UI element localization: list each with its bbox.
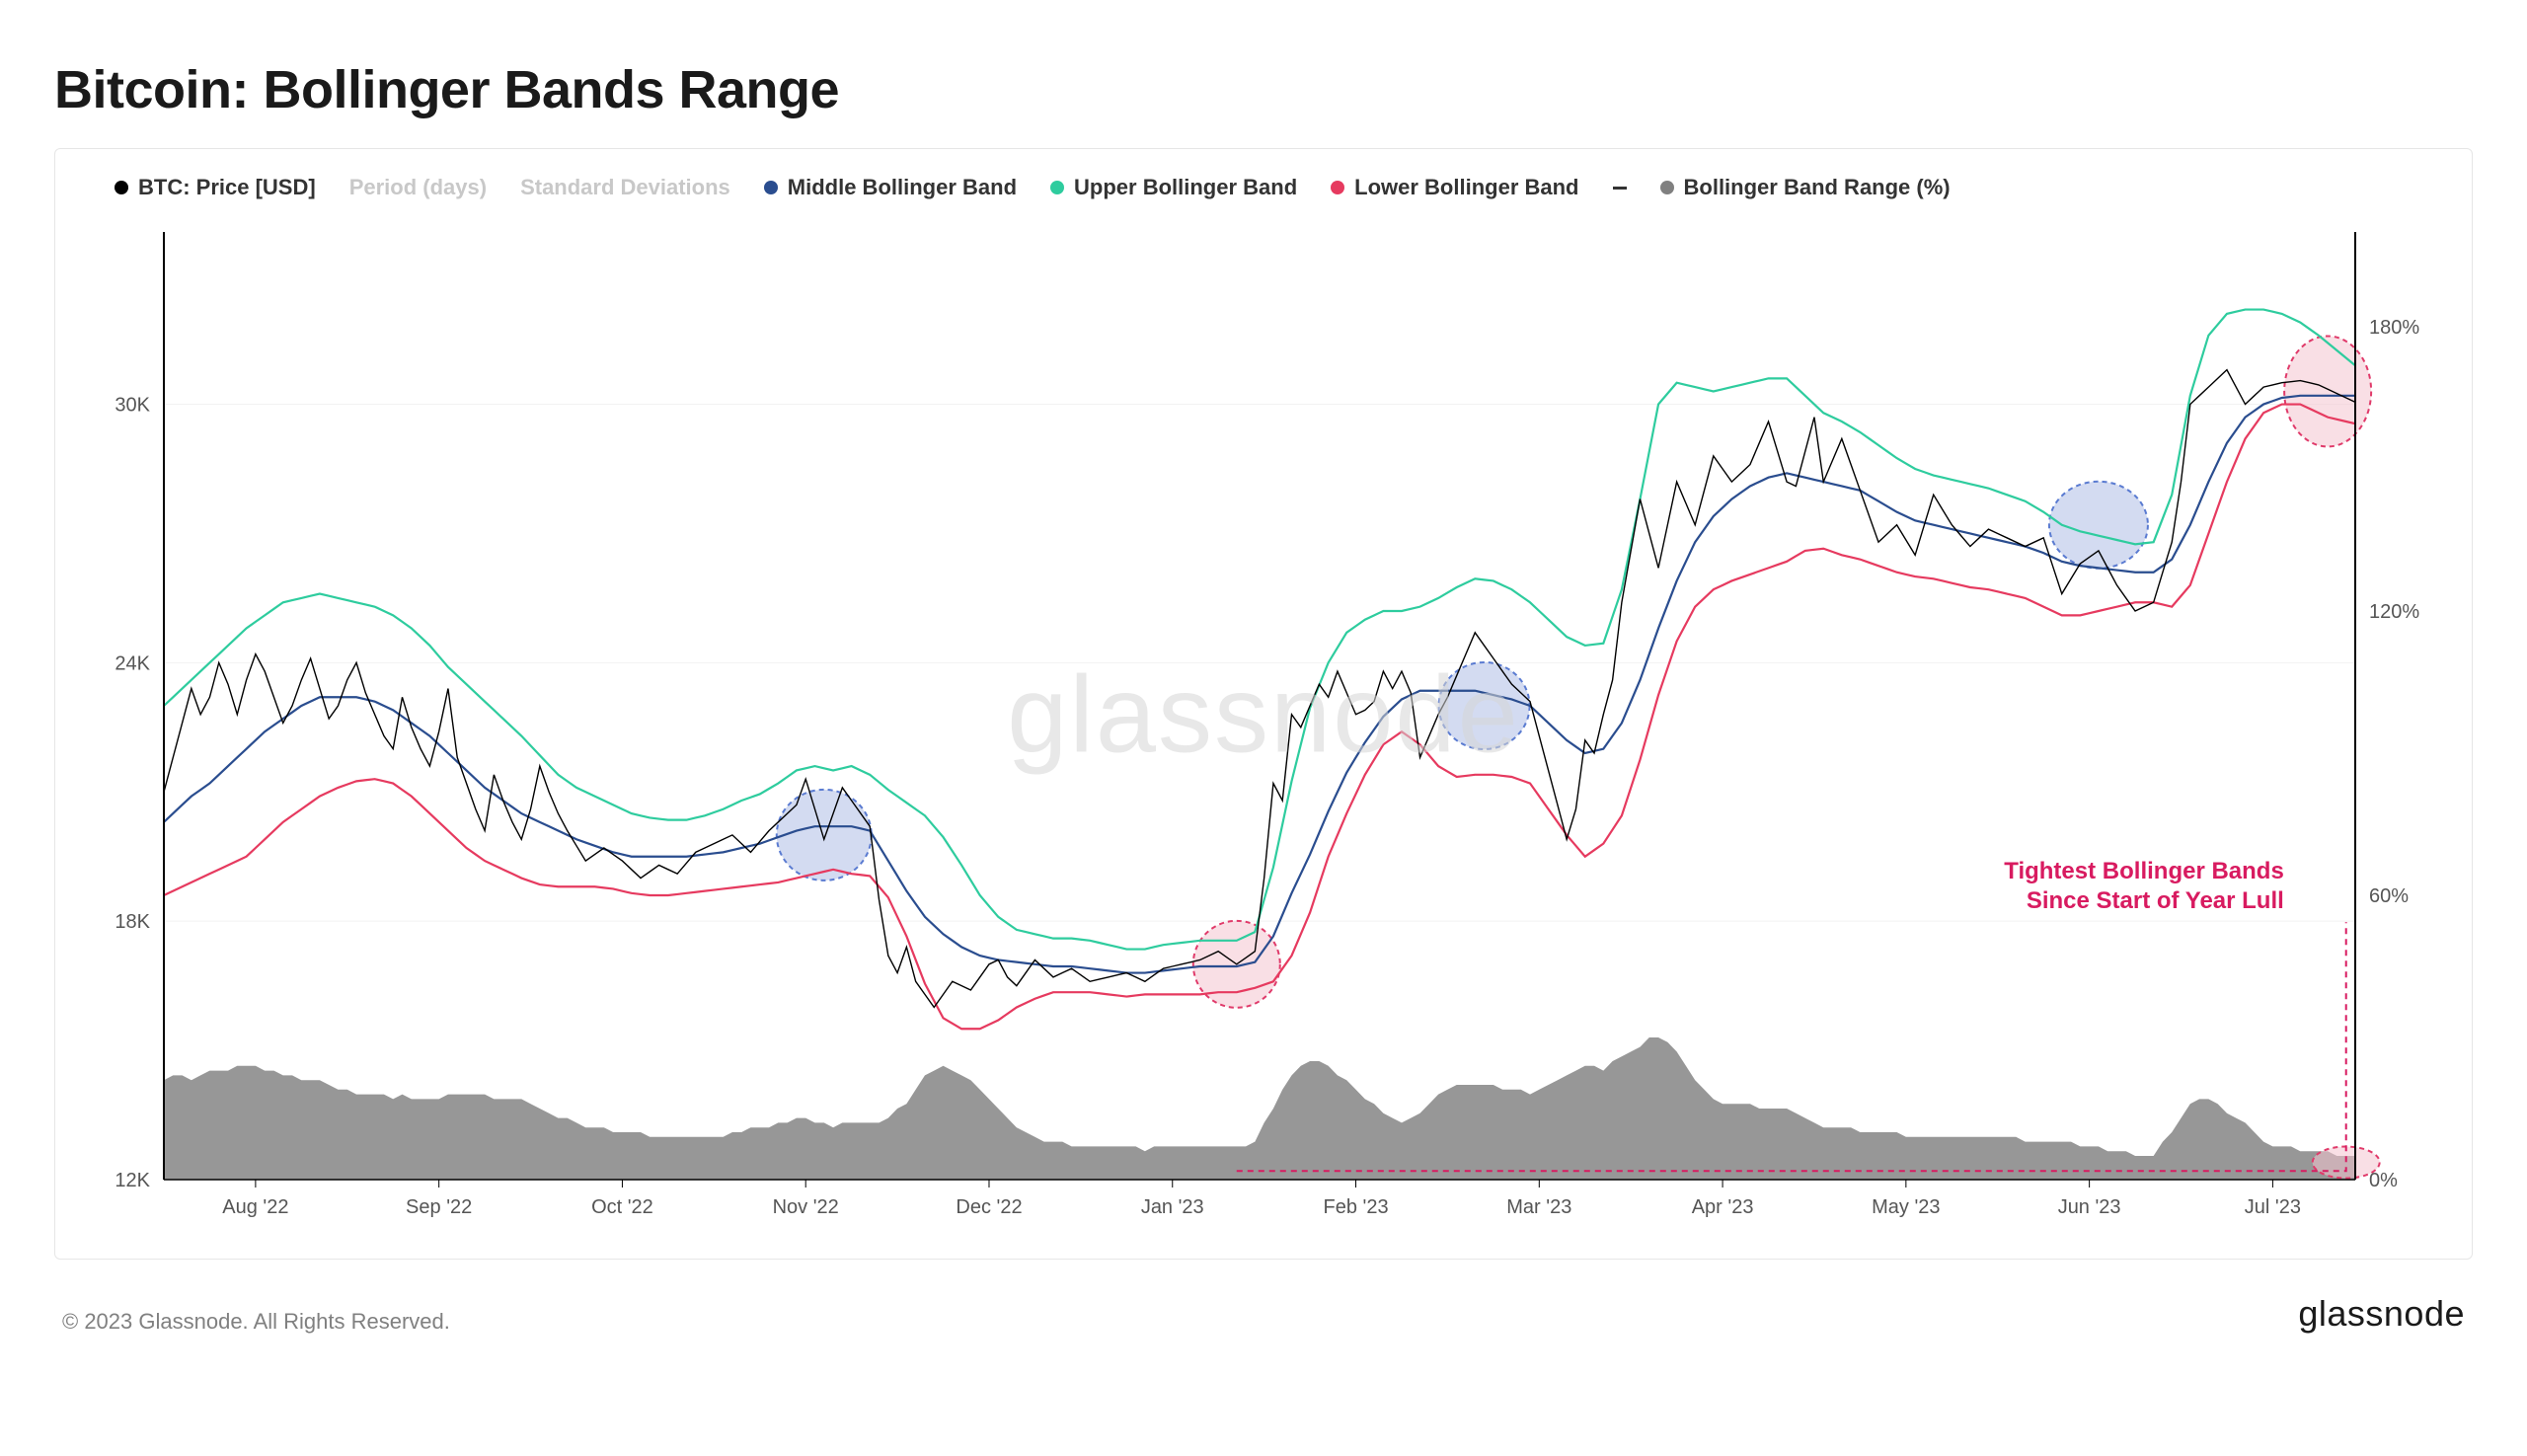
legend-dash [1613,187,1627,190]
x-tick-label: Jun '23 [2058,1196,2121,1218]
legend-label: Lower Bollinger Band [1354,175,1578,200]
copyright: © 2023 Glassnode. All Rights Reserved. [62,1309,450,1335]
highlight-ellipse [777,790,872,881]
range-area [164,1037,2355,1180]
x-tick-label: Apr '23 [1692,1196,1754,1218]
y-right-tick-label: 120% [2369,601,2419,623]
legend-middle: Middle Bollinger Band [764,175,1017,200]
chart-title: Bitcoin: Bollinger Bands Range [54,59,2473,120]
legend-dot-upper [1050,181,1064,194]
legend-range: Bollinger Band Range (%) [1660,175,1951,200]
legend-price: BTC: Price [USD] [115,175,316,200]
legend-label: Upper Bollinger Band [1074,175,1297,200]
legend-stddev: Standard Deviations [520,175,730,200]
chart-area: glassnode 12K18K24K30K0%60%120%180%Aug '… [75,222,2452,1249]
legend-dot-lower [1331,181,1344,194]
legend-upper: Upper Bollinger Band [1050,175,1297,200]
annotation-line1: Tightest Bollinger Bands [1949,857,2284,886]
highlight-ellipse [2284,336,2371,446]
upper-band-line [164,310,2355,950]
legend: BTC: Price [USD] Period (days) Standard … [75,167,2452,222]
brand-logo: glassnode [2298,1293,2465,1335]
x-tick-label: Jul '23 [2245,1196,2301,1218]
legend-period: Period (days) [349,175,487,200]
chart-svg: 12K 18K 24K 30K 0% 60% 120% 180% Aug '22 Sep '22 O… [75,222,2444,1249]
annotation-line2: Since Start of Year Lull [1949,886,2284,916]
y-left-tick-label: 18K [115,911,150,933]
y-left-tick-label: 30K [115,395,150,417]
y-left-tick-label: 24K [115,652,150,674]
x-tick-label: Feb '23 [1323,1196,1388,1218]
y-left-tick-label: 12K [115,1170,150,1191]
legend-dot-middle [764,181,778,194]
chart-frame: BTC: Price [USD] Period (days) Standard … [54,148,2473,1260]
legend-label: Period (days) [349,175,487,200]
y-right-tick-label: 0% [2369,1170,2398,1191]
y-right-tick-label: 180% [2369,317,2419,339]
y-right-tick-label: 60% [2369,885,2409,907]
legend-dot-price [115,181,128,194]
highlight-ellipse [1439,662,1530,749]
legend-dash-icon [1613,187,1627,190]
x-tick-label: Mar '23 [1506,1196,1571,1218]
legend-label: Standard Deviations [520,175,730,200]
legend-label: Middle Bollinger Band [788,175,1017,200]
x-tick-label: Nov '22 [773,1196,839,1218]
x-tick-label: Sep '22 [406,1196,472,1218]
footer: © 2023 Glassnode. All Rights Reserved. g… [54,1293,2473,1335]
x-tick-label: Dec '22 [956,1196,1022,1218]
legend-label: Bollinger Band Range (%) [1684,175,1951,200]
legend-lower: Lower Bollinger Band [1331,175,1578,200]
annotation-label: Tightest Bollinger Bands Since Start of … [1949,857,2284,916]
legend-dot-range [1660,181,1674,194]
x-tick-label: Aug '22 [222,1196,288,1218]
legend-label: BTC: Price [USD] [138,175,316,200]
x-tick-label: Jan '23 [1141,1196,1204,1218]
x-tick-label: May '23 [1872,1196,1940,1218]
x-tick-label: Oct '22 [591,1196,653,1218]
